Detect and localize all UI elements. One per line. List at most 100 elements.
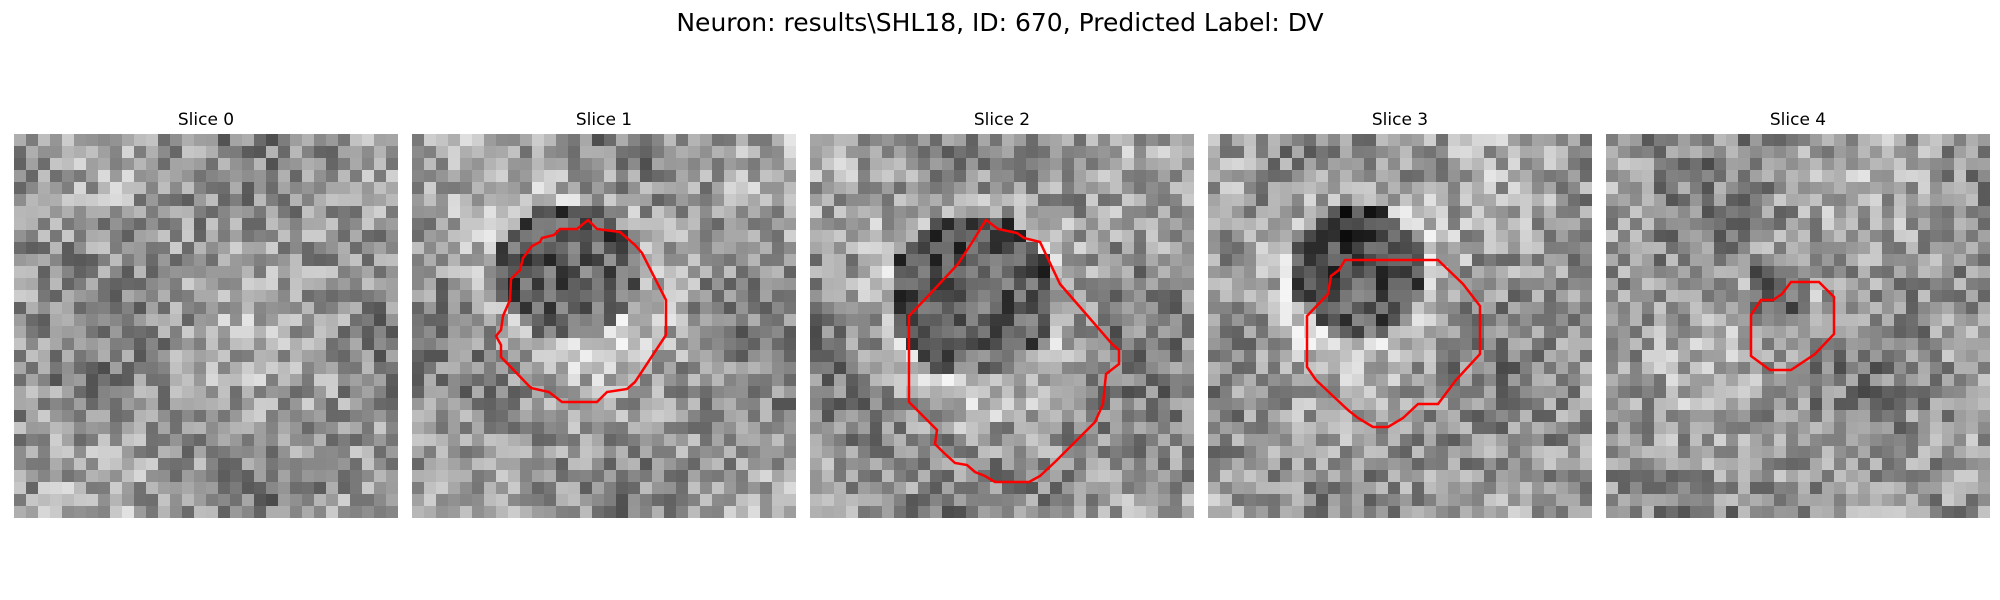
pixel — [1810, 158, 1822, 170]
pixel — [1050, 314, 1062, 326]
pixel — [254, 146, 266, 158]
pixel — [1328, 218, 1340, 230]
pixel — [1942, 422, 1954, 434]
pixel — [1146, 482, 1158, 494]
pixel — [1244, 254, 1256, 266]
pixel — [1146, 458, 1158, 470]
pixel — [1014, 278, 1026, 290]
pixel — [110, 302, 122, 314]
pixel — [62, 302, 74, 314]
pixel — [810, 338, 822, 350]
pixel — [532, 374, 544, 386]
pixel — [1460, 326, 1472, 338]
pixel — [1810, 350, 1822, 362]
pixel — [254, 470, 266, 482]
pixel — [254, 278, 266, 290]
pixel — [484, 410, 496, 422]
pixel — [50, 362, 62, 374]
pixel — [1846, 374, 1858, 386]
pixel — [1268, 194, 1280, 206]
pixel — [1882, 302, 1894, 314]
pixel — [870, 170, 882, 182]
pixel — [1762, 326, 1774, 338]
pixel — [508, 302, 520, 314]
pixel — [1666, 206, 1678, 218]
pixel — [810, 386, 822, 398]
pixel — [748, 170, 760, 182]
pixel — [158, 230, 170, 242]
pixel — [290, 326, 302, 338]
pixel — [266, 170, 278, 182]
pixel — [472, 362, 484, 374]
pixel — [1894, 194, 1906, 206]
pixel — [182, 434, 194, 446]
pixel — [1146, 314, 1158, 326]
pixel — [460, 338, 472, 350]
pixel — [1424, 194, 1436, 206]
pixel — [1882, 182, 1894, 194]
pixel — [1122, 338, 1134, 350]
pixel — [1292, 158, 1304, 170]
pixel — [1316, 326, 1328, 338]
pixel — [1678, 194, 1690, 206]
pixel — [1316, 242, 1328, 254]
pixel — [700, 194, 712, 206]
pixel — [1544, 326, 1556, 338]
pixel — [1786, 374, 1798, 386]
pixel — [580, 374, 592, 386]
pixel — [1642, 242, 1654, 254]
pixel — [110, 206, 122, 218]
pixel — [74, 482, 86, 494]
pixel — [544, 302, 556, 314]
pixel — [230, 302, 242, 314]
pixel — [1954, 446, 1966, 458]
pixel — [182, 386, 194, 398]
pixel — [1642, 170, 1654, 182]
pixel — [146, 314, 158, 326]
pixel — [1448, 326, 1460, 338]
pixel — [1906, 446, 1918, 458]
pixel — [26, 290, 38, 302]
pixel — [652, 374, 664, 386]
pixel — [580, 230, 592, 242]
pixel — [1170, 242, 1182, 254]
pixel — [412, 350, 424, 362]
pixel — [1364, 314, 1376, 326]
pixel — [1062, 398, 1074, 410]
pixel — [1110, 242, 1122, 254]
pixel — [26, 338, 38, 350]
pixel — [424, 254, 436, 266]
pixel — [1508, 338, 1520, 350]
pixel — [1182, 206, 1194, 218]
pixel — [1798, 194, 1810, 206]
pixel — [1894, 374, 1906, 386]
pixel — [1364, 506, 1376, 518]
pixel — [122, 482, 134, 494]
pixel — [290, 218, 302, 230]
pixel — [1774, 230, 1786, 242]
pixel — [194, 350, 206, 362]
pixel — [1352, 230, 1364, 242]
pixel — [362, 506, 374, 518]
pixel — [50, 278, 62, 290]
pixel — [1002, 422, 1014, 434]
pixel — [1472, 458, 1484, 470]
pixel — [302, 338, 314, 350]
pixel — [1170, 350, 1182, 362]
pixel — [1714, 254, 1726, 266]
pixel — [194, 266, 206, 278]
pixel — [1532, 326, 1544, 338]
pixel — [1568, 494, 1580, 506]
pixel — [1532, 206, 1544, 218]
pixel — [230, 482, 242, 494]
pixel — [1232, 434, 1244, 446]
pixel — [1268, 338, 1280, 350]
pixel — [1544, 194, 1556, 206]
pixel — [1304, 278, 1316, 290]
pixel — [894, 134, 906, 146]
pixel — [242, 218, 254, 230]
pixel — [1978, 266, 1990, 278]
pixel — [448, 350, 460, 362]
pixel — [448, 398, 460, 410]
pixel — [1388, 458, 1400, 470]
